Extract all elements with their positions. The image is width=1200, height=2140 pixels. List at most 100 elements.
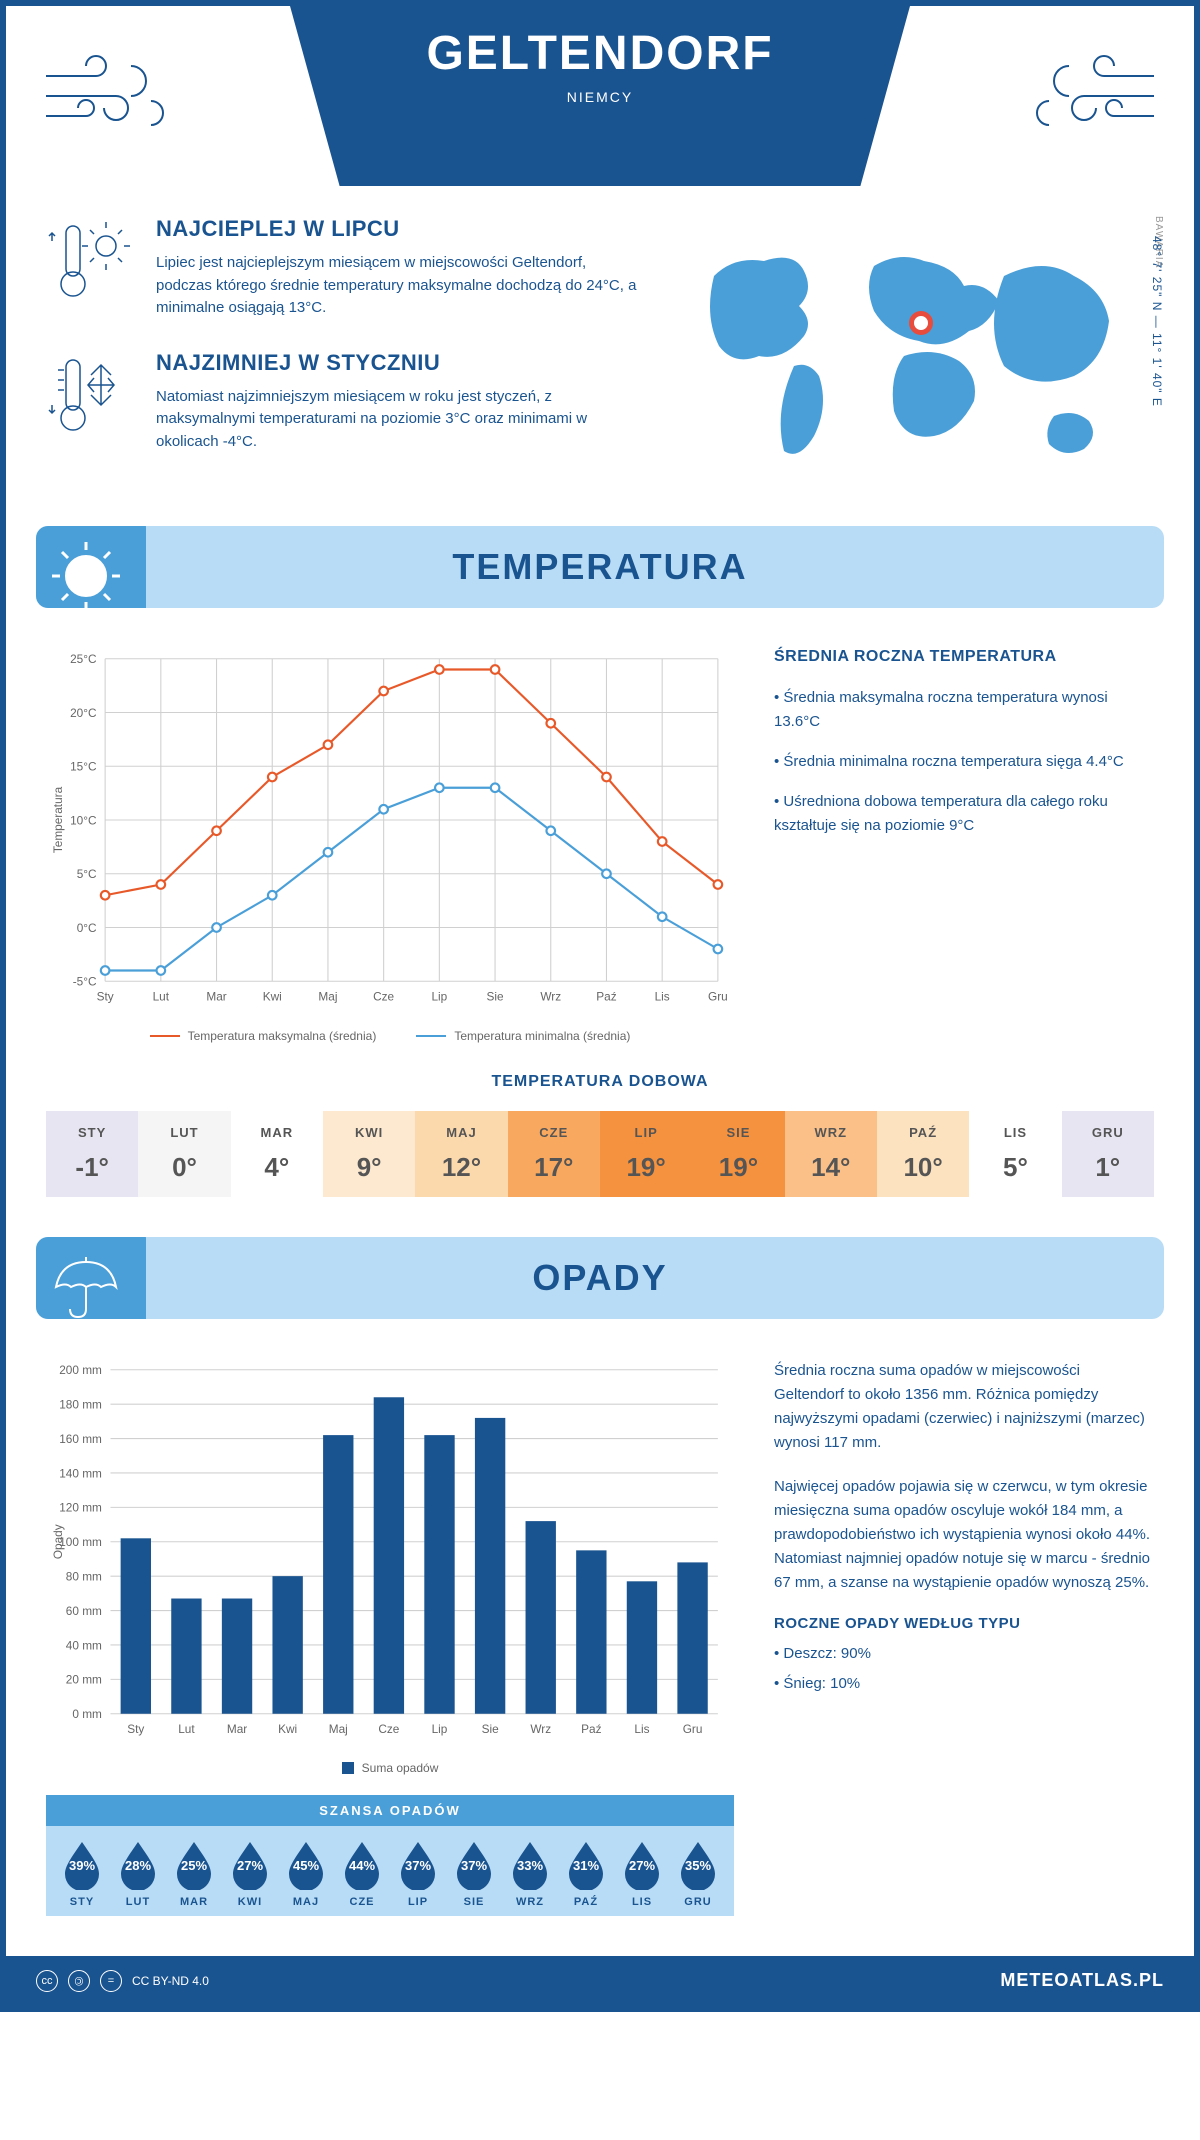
location-marker bbox=[909, 311, 933, 335]
chance-value: 37% bbox=[405, 1858, 431, 1873]
chance-value: 33% bbox=[517, 1858, 543, 1873]
chance-cell: 39% STY bbox=[54, 1838, 110, 1908]
svg-text:Gru: Gru bbox=[683, 1722, 703, 1736]
drop-icon: 25% bbox=[173, 1838, 215, 1890]
temp-cell-value: 14° bbox=[785, 1152, 877, 1183]
coldest-text: Natomiast najzimniejszym miesiącem w rok… bbox=[156, 386, 644, 454]
chance-value: 28% bbox=[125, 1858, 151, 1873]
drop-icon: 27% bbox=[621, 1838, 663, 1890]
chance-title: SZANSA OPADÓW bbox=[46, 1795, 734, 1826]
temp-cell-month: SIE bbox=[692, 1125, 784, 1140]
svg-text:20°C: 20°C bbox=[70, 706, 97, 720]
chance-month: LUT bbox=[110, 1896, 166, 1908]
temp-fact: • Uśredniona dobowa temperatura dla całe… bbox=[774, 790, 1154, 838]
svg-text:Maj: Maj bbox=[329, 1722, 348, 1736]
svg-text:15°C: 15°C bbox=[70, 760, 97, 774]
precip-type: • Śnieg: 10% bbox=[774, 1672, 1154, 1696]
temp-cell-value: 12° bbox=[415, 1152, 507, 1183]
temperature-chart: -5°C0°C5°C10°C15°C20°C25°CStyLutMarKwiMa… bbox=[46, 648, 734, 1043]
svg-text:40 mm: 40 mm bbox=[66, 1638, 102, 1652]
chance-cell: 33% WRZ bbox=[502, 1838, 558, 1908]
drop-icon: 33% bbox=[509, 1838, 551, 1890]
svg-text:Wrz: Wrz bbox=[540, 990, 561, 1004]
chance-value: 27% bbox=[629, 1858, 655, 1873]
chance-cell: 27%KWI bbox=[222, 1838, 278, 1908]
drop-icon: 39% bbox=[61, 1838, 103, 1890]
chance-table: SZANSA OPADÓW 39%STY28%LUT25%MAR27%KWI45… bbox=[46, 1795, 734, 1916]
temp-cell: LIP19° bbox=[600, 1111, 692, 1197]
chance-cell: 45%MAJ bbox=[278, 1838, 334, 1908]
svg-text:Cze: Cze bbox=[373, 990, 394, 1004]
svg-text:5°C: 5°C bbox=[77, 867, 97, 881]
chance-month: STY bbox=[54, 1896, 110, 1908]
chance-month: GRU bbox=[670, 1896, 726, 1908]
chance-month: KWI bbox=[222, 1896, 278, 1908]
drop-icon: 45% bbox=[285, 1838, 327, 1890]
wind-icon bbox=[36, 46, 176, 141]
svg-text:Paź: Paź bbox=[581, 1722, 601, 1736]
temp-cell-value: 17° bbox=[508, 1152, 600, 1183]
svg-text:Kwi: Kwi bbox=[278, 1722, 297, 1736]
chance-value: 25% bbox=[181, 1858, 207, 1873]
svg-text:-5°C: -5°C bbox=[73, 975, 97, 989]
svg-text:Paź: Paź bbox=[596, 990, 616, 1004]
drop-icon: 37% bbox=[453, 1838, 495, 1890]
svg-text:Opady: Opady bbox=[51, 1524, 65, 1559]
precipitation-legend: Suma opadów bbox=[46, 1761, 734, 1775]
temp-cell-month: GRU bbox=[1062, 1125, 1154, 1140]
svg-text:Kwi: Kwi bbox=[263, 990, 282, 1004]
footer: cc 🄯 = CC BY-ND 4.0 METEOATLAS.PL bbox=[6, 1956, 1194, 2006]
chance-value: 45% bbox=[293, 1858, 319, 1873]
svg-text:Gru: Gru bbox=[708, 990, 728, 1004]
temp-cell-month: WRZ bbox=[785, 1125, 877, 1140]
chance-month: MAR bbox=[166, 1896, 222, 1908]
thermometer-hot-icon bbox=[46, 216, 136, 320]
world-map bbox=[674, 216, 1154, 496]
chance-month: WRZ bbox=[502, 1896, 558, 1908]
precipitation-content: 0 mm20 mm40 mm60 mm80 mm100 mm120 mm140 … bbox=[6, 1329, 1194, 1936]
svg-text:20 mm: 20 mm bbox=[66, 1672, 102, 1686]
svg-text:25°C: 25°C bbox=[70, 652, 97, 666]
temp-sidebar-title: ŚREDNIA ROCZNA TEMPERATURA bbox=[774, 648, 1154, 666]
daily-temperature: TEMPERATURA DOBOWA STY-1°LUT0°MAR4°KWI9°… bbox=[6, 1073, 1194, 1227]
country-name: NIEMCY bbox=[370, 89, 830, 105]
legend-max-label: Temperatura maksymalna (średnia) bbox=[188, 1029, 377, 1043]
temperature-content: -5°C0°C5°C10°C15°C20°C25°CStyLutMarKwiMa… bbox=[6, 618, 1194, 1073]
svg-text:Cze: Cze bbox=[378, 1722, 399, 1736]
svg-text:80 mm: 80 mm bbox=[66, 1569, 102, 1583]
temp-cell-value: 1° bbox=[1062, 1152, 1154, 1183]
legend-min-label: Temperatura minimalna (średnia) bbox=[454, 1029, 630, 1043]
warmest-title: NAJCIEPLEJ W LIPCU bbox=[156, 216, 644, 242]
drop-icon: 37% bbox=[397, 1838, 439, 1890]
city-name: GELTENDORF bbox=[370, 26, 830, 81]
footer-site: METEOATLAS.PL bbox=[1000, 1970, 1164, 1991]
drop-icon: 28% bbox=[117, 1838, 159, 1890]
chance-cell: 37% SIE bbox=[446, 1838, 502, 1908]
chance-value: 44% bbox=[349, 1858, 375, 1873]
svg-text:Mar: Mar bbox=[227, 1722, 247, 1736]
warmest-text: Lipiec jest najcieplejszym miesiącem w m… bbox=[156, 252, 644, 320]
header-banner: GELTENDORF NIEMCY bbox=[290, 6, 910, 186]
coldest-title: NAJZIMNIEJ W STYCZNIU bbox=[156, 350, 644, 376]
nd-icon: = bbox=[100, 1970, 122, 1992]
temp-cell: STY-1° bbox=[46, 1111, 138, 1197]
temp-cell-value: 19° bbox=[692, 1152, 784, 1183]
temp-cell: LIS5° bbox=[969, 1111, 1061, 1197]
footer-license: cc 🄯 = CC BY-ND 4.0 bbox=[36, 1970, 209, 1992]
precipitation-chart: 0 mm20 mm40 mm60 mm80 mm100 mm120 mm140 … bbox=[46, 1359, 734, 1775]
chance-value: 37% bbox=[461, 1858, 487, 1873]
svg-text:Lut: Lut bbox=[153, 990, 170, 1004]
header: GELTENDORF NIEMCY bbox=[6, 6, 1194, 186]
temp-cell: PAŹ10° bbox=[877, 1111, 969, 1197]
temp-cell-month: KWI bbox=[323, 1125, 415, 1140]
temp-cell: WRZ 14° bbox=[785, 1111, 877, 1197]
temp-fact: • Średnia minimalna roczna temperatura s… bbox=[774, 750, 1154, 774]
thermometer-cold-icon bbox=[46, 350, 136, 454]
chance-month: SIE bbox=[446, 1896, 502, 1908]
svg-text:0 mm: 0 mm bbox=[72, 1707, 102, 1721]
chance-cell: 31%PAŹ bbox=[558, 1838, 614, 1908]
temp-cell-value: 10° bbox=[877, 1152, 969, 1183]
coldest-block: NAJZIMNIEJ W STYCZNIU Natomiast najzimni… bbox=[46, 350, 644, 454]
svg-text:Mar: Mar bbox=[206, 990, 226, 1004]
precip-para: Średnia roczna suma opadów w miejscowośc… bbox=[774, 1359, 1154, 1455]
